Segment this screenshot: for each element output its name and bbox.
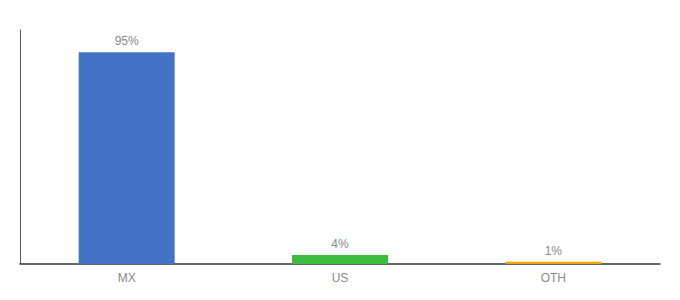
svg-text:1%: 1%	[545, 244, 563, 258]
svg-text:US: US	[332, 271, 349, 285]
svg-text:MX: MX	[118, 271, 136, 285]
svg-text:OTH: OTH	[541, 271, 566, 285]
svg-text:95%: 95%	[115, 34, 139, 48]
svg-text:4%: 4%	[331, 237, 349, 251]
